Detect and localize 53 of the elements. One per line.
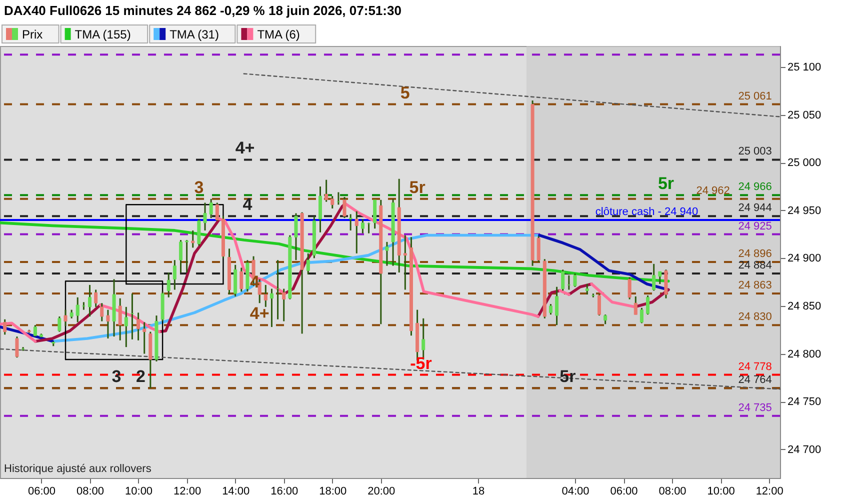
annotation: 5r [658,174,674,194]
ref-line-label: 24 944 [738,202,772,214]
x-tick-label: 16:00 [270,486,298,498]
ref-line-label: 24 764 [738,374,772,386]
x-tick-label: 04:00 [562,486,590,498]
ref-line-label: 24 896 [738,248,772,260]
annotation: 4+ [250,304,270,324]
annotation: 5 [400,83,410,102]
ref-line-label: 24 962 [696,184,730,197]
ref-line-label: 24 778 [738,360,772,373]
x-tick-label: 10:00 [707,486,735,498]
legend-label: TMA (31) [170,28,219,42]
ref-line-label: 24 925 [738,220,772,232]
annotation: 2 [136,367,146,386]
y-tick-label: 24 900 [788,252,822,265]
x-tick-label: 14:00 [222,486,250,498]
annotation: Historique ajusté aux rollovers [4,463,152,475]
y-tick-label: 25 050 [788,109,822,122]
y-tick-label: 25 100 [788,62,822,74]
x-tick-label: 08:00 [76,486,104,498]
x-tick-label: 12:00 [756,486,784,498]
x-tick-label: 10:00 [125,486,153,498]
x-tick-label: 12:00 [174,486,202,498]
annotation: 4+ [235,138,255,158]
legend-label: TMA (155) [74,28,131,42]
ref-line-label: 24 830 [738,311,772,324]
y-tick-label: 24 800 [788,348,822,360]
y-tick-label: 24 700 [788,444,822,456]
x-tick-label: 20:00 [368,486,396,498]
legend-label: Prix [22,28,43,42]
x-tick-label: 18:00 [319,486,347,498]
ref-line-label: 24 884 [738,259,772,272]
y-tick-label: 24 850 [788,300,822,312]
x-tick-label: 06:00 [610,486,638,498]
ref-line-label: clôture cash - 24 940 [595,206,698,218]
ref-line-label: 24 863 [738,280,772,292]
x-tick-label: 06:00 [28,486,56,498]
legend-label: TMA (6) [257,28,300,42]
x-tick-label: 08:00 [658,486,686,498]
x-tick-label: 18 [472,486,485,498]
ref-line-label: 24 966 [738,181,772,194]
annotation: 5r [409,178,426,197]
chart-title: DAX40 Full0626 15 minutes 24 862 -0,29 % 18 juin 2026, 07:51:30 [4,3,402,18]
y-tick-label: 24 750 [788,396,822,408]
annotation: -5r [410,354,432,373]
annotation: 3 [194,178,204,197]
ref-line-label: 25 061 [738,90,772,102]
annotation: 3 [112,367,122,386]
ref-line-label: 24 735 [738,402,772,414]
ref-line-label: 25 003 [738,146,772,158]
annotation: 4 [242,195,253,214]
y-tick-label: 24 950 [788,204,822,217]
y-tick-label: 25 000 [788,157,822,170]
